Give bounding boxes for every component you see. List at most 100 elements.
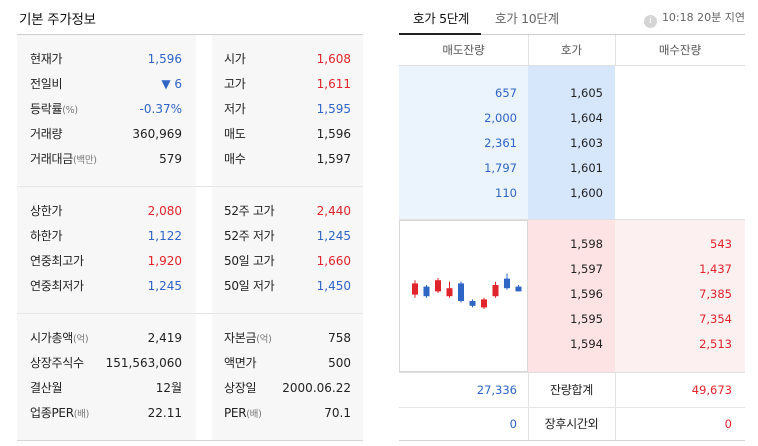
- section-divider: [17, 313, 363, 314]
- row-label: 거래량: [30, 127, 63, 141]
- open-price-value: 1,608: [316, 52, 351, 66]
- row-label: 등락률(%): [30, 102, 78, 116]
- week52-high-value: 2,440: [316, 204, 351, 218]
- row-label: 거래대금(백만): [30, 152, 97, 166]
- ask-price[interactable]: 1,603: [570, 136, 603, 150]
- ask-qty: 657: [495, 86, 517, 100]
- total-remaining-label: 잔량합계: [550, 383, 593, 397]
- info-row: 거래대금(백만) 579 매수 1,597: [17, 147, 363, 172]
- divider: [399, 65, 745, 66]
- info-row: 상한가 2,080 52주 고가 2,440: [17, 199, 363, 224]
- divider: [481, 34, 745, 35]
- bid-qty-bg: [615, 220, 745, 372]
- column-divider: [615, 372, 616, 440]
- unit-note: (%): [62, 105, 78, 116]
- column-divider: [615, 35, 616, 66]
- candle-body: [481, 299, 487, 308]
- row-label: 하한가: [30, 229, 63, 243]
- divider: [399, 219, 745, 220]
- candle-body: [435, 280, 441, 292]
- row-label: 매수: [224, 152, 246, 166]
- candle-body: [446, 288, 453, 297]
- active-tab-indicator: [399, 33, 481, 35]
- row-label: 52주 저가: [224, 229, 275, 243]
- row-label: 50일 저가: [224, 279, 275, 293]
- table-bottom-border: [17, 440, 363, 441]
- divider: [17, 34, 363, 35]
- bid-price[interactable]: 1,594: [570, 337, 603, 351]
- info-row: 시가총액(억) 2,419 자본금(억) 758: [17, 326, 363, 351]
- info-row: 연중최저가 1,245 50일 저가 1,450: [17, 274, 363, 299]
- day50-high-value: 1,660: [316, 254, 351, 268]
- info-row: 등락률(%) -0.37% 저가 1,595: [17, 97, 363, 122]
- ask-qty: 2,361: [484, 136, 517, 150]
- ask-price[interactable]: 1,604: [570, 111, 603, 125]
- row-label: 자본금(억): [224, 331, 272, 345]
- tab-5-levels[interactable]: 호가 5단계: [413, 11, 470, 26]
- high-price-value: 1,611: [316, 77, 351, 91]
- divider: [399, 372, 745, 373]
- label-column-bg-right: [212, 35, 363, 441]
- ask-price[interactable]: 1,600: [570, 186, 603, 200]
- candle-body: [492, 285, 499, 297]
- unit-note: (억): [72, 334, 89, 345]
- candle-body: [412, 283, 418, 295]
- header-ask-qty: 매도잔량: [442, 43, 485, 57]
- column-divider: [528, 35, 529, 66]
- info-row: 전일비 ▼ 6 고가 1,611: [17, 72, 363, 97]
- ask-qty: 110: [495, 186, 517, 200]
- bid-qty: 7,385: [699, 287, 732, 301]
- bid-price[interactable]: 1,595: [570, 312, 603, 326]
- unit-note: (억): [256, 334, 272, 345]
- header-bid-qty: 매수잔량: [658, 43, 702, 57]
- candle-body: [423, 286, 430, 297]
- unit-note: (배): [246, 409, 262, 420]
- year-low-value: 1,245: [147, 279, 182, 293]
- ask-qty: 2,000: [484, 111, 517, 125]
- ask-qty: 1,797: [484, 161, 517, 175]
- delay-notice: i 10:18 20분 지연: [643, 9, 745, 28]
- ask-price[interactable]: 1,605: [570, 86, 603, 100]
- unit-note: (배): [73, 409, 90, 420]
- info-row: 연중최고가 1,920 50일 고가 1,660: [17, 249, 363, 274]
- row-label: 고가: [224, 77, 246, 91]
- row-label: 업종PER(배): [30, 406, 90, 420]
- candle-body: [515, 286, 522, 292]
- bid-price[interactable]: 1,596: [570, 287, 603, 301]
- total-bid-qty: 49,673: [691, 383, 732, 397]
- year-high-value: 1,920: [147, 254, 182, 268]
- bid-price[interactable]: 1,598: [570, 237, 603, 251]
- label-column-bg: [17, 35, 196, 441]
- row-label: 매도: [224, 127, 246, 141]
- column-divider: [528, 372, 529, 440]
- divider: [399, 407, 745, 408]
- low-price-value: 1,595: [316, 102, 351, 116]
- info-row: 하한가 1,122 52주 저가 1,245: [17, 224, 363, 249]
- shares-listed-value: 151,563,060: [105, 356, 182, 370]
- after-hours-bid-qty: 0: [724, 417, 732, 431]
- total-ask-qty: 27,336: [476, 383, 517, 397]
- par-value: 500: [328, 356, 351, 370]
- row-label: 시가: [224, 52, 246, 66]
- change-rate-value: -0.37%: [139, 102, 182, 116]
- row-label: PER(배): [224, 406, 262, 420]
- header-price: 호가: [560, 43, 583, 57]
- bid-price-bg: [528, 220, 615, 372]
- row-label: 결산월: [30, 381, 63, 395]
- fiscal-month-value: 12월: [155, 381, 182, 395]
- ask-price[interactable]: 1,601: [570, 161, 603, 175]
- candle-body: [504, 278, 510, 289]
- bid-price[interactable]: 1,597: [570, 262, 603, 276]
- info-row: 상장주식수 151,563,060 액면가 500: [17, 351, 363, 376]
- info-row: 결산월 12월 상장일 2000.06.22: [17, 376, 363, 401]
- lower-limit-value: 1,122: [147, 229, 182, 243]
- info-row: 거래량 360,969 매도 1,596: [17, 122, 363, 147]
- unit-note: (백만): [72, 155, 97, 166]
- after-hours-label: 장후시간외: [544, 417, 599, 431]
- row-label: 전일비: [30, 77, 63, 91]
- tab-10-levels[interactable]: 호가 10단계: [495, 11, 559, 26]
- row-label: 상장일: [224, 381, 257, 395]
- info-icon[interactable]: i: [643, 15, 657, 28]
- mini-candle-chart-svg: [412, 273, 522, 309]
- bid-price-value: 1,597: [316, 152, 351, 166]
